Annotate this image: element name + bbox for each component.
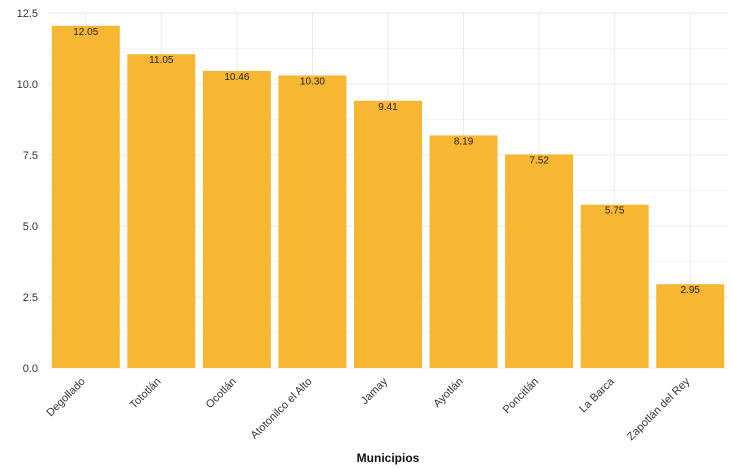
y-tick-label: 7.5 (23, 150, 38, 162)
y-tick-label: 0.0 (23, 363, 38, 375)
bar-4 (278, 75, 347, 368)
value-label-8: 5.75 (605, 206, 625, 217)
x-tick-label: Ayotlán (431, 376, 465, 410)
value-label-9: 2.95 (680, 285, 700, 296)
bar-7 (505, 154, 574, 368)
value-label-6: 8.19 (454, 136, 474, 147)
bar-1 (51, 25, 120, 369)
x-tick-label: Poncitlán (501, 376, 541, 416)
x-axis-title: Municipios (357, 451, 420, 465)
x-axis-ticks: Degollado Tototlán Ocotlán Atotonilco el Al… (44, 375, 692, 443)
bar-5 (354, 100, 422, 369)
y-tick-label: 2.5 (23, 292, 38, 304)
x-tick-label: Ocotlán (204, 376, 239, 411)
value-label-3: 10.46 (224, 72, 249, 83)
y-tick-label: 12.5 (17, 8, 38, 20)
bars (51, 25, 725, 369)
value-label-1: 12.05 (73, 27, 98, 38)
value-label-7: 7.52 (529, 155, 549, 166)
bar-3 (202, 70, 271, 368)
value-labels: 12.05 11.05 10.46 10.30 9.41 8.19 7.52 5.75 2.95 (73, 27, 700, 296)
value-label-4: 10.30 (300, 76, 325, 87)
y-tick-label: 10.0 (17, 79, 38, 91)
bar-6 (429, 135, 498, 368)
value-label-5: 9.41 (378, 102, 398, 113)
x-tick-label: Atotonilco el Alto (249, 376, 315, 442)
x-tick-label: Tototlán (128, 376, 164, 412)
y-axis-ticks: 0.0 2.5 5.0 7.5 10.0 12.5 (17, 8, 38, 375)
x-tick-label: Zapotlán del Rey (625, 375, 693, 443)
bar-9 (656, 284, 725, 368)
bar-8 (580, 204, 649, 368)
y-tick-label: 5.0 (23, 221, 38, 233)
x-tick-label: Degollado (44, 376, 88, 420)
bar-2 (127, 54, 196, 369)
x-tick-label: La Barca (577, 375, 617, 415)
value-label-2: 11.05 (149, 55, 174, 66)
x-tick-label: Jamay (359, 375, 391, 407)
